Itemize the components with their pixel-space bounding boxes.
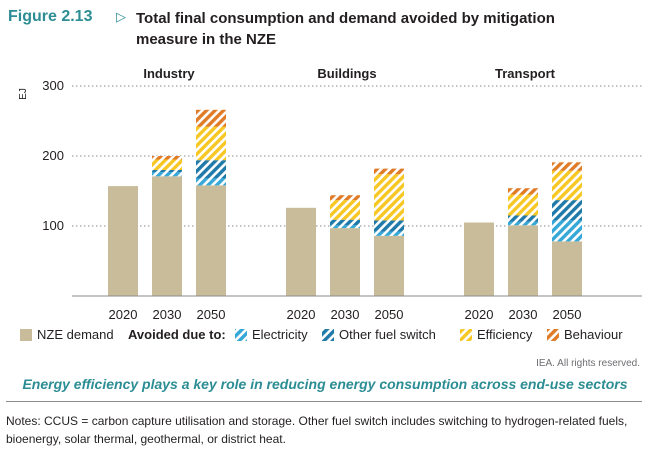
bar-transport-2050-behaviour <box>552 162 582 171</box>
x-tick-label: 2050 <box>375 307 404 322</box>
bar-industry-2050-other-fuel-switch <box>196 160 226 179</box>
x-tick-label: 2050 <box>197 307 226 322</box>
bar-buildings-2050-other-fuel-switch <box>374 220 404 232</box>
figure-header: Figure 2.13 ▷ Total final consumption an… <box>8 6 642 52</box>
bar-transport-2050-other-fuel-switch <box>552 200 582 221</box>
key-message: Energy efficiency plays a key role in re… <box>22 376 628 392</box>
bar-industry-2030-efficiency <box>152 159 182 170</box>
notes-text: Notes: CCUS = carbon capture utilisation… <box>6 401 642 448</box>
x-tick-label: 2020 <box>287 307 316 322</box>
legend-label-nze-demand: NZE demand <box>37 327 114 342</box>
legend-label-electricity: Electricity <box>252 327 308 342</box>
bar-buildings-2050-electricity <box>374 231 404 236</box>
figure-number: Figure 2.13 <box>8 8 93 25</box>
legend-label-efficiency: Efficiency <box>477 327 533 342</box>
x-tick-label: 2030 <box>509 307 538 322</box>
credit-text: IEA. All rights reserved. <box>536 358 640 369</box>
y-axis-unit-label: EJ <box>18 88 29 100</box>
panel-title-transport: Transport <box>495 66 556 81</box>
x-tick-label: 2020 <box>109 307 138 322</box>
bar-industry-2030-other-fuel-switch <box>152 170 182 173</box>
bar-transport-2050-electricity <box>552 220 582 242</box>
legend-swatch-other-fuel-switch <box>322 329 334 341</box>
bar-industry-2050-nze-demand <box>196 185 226 296</box>
y-tick-label: 100 <box>42 218 64 233</box>
bar-buildings-2020-nze-demand <box>286 207 316 296</box>
bar-buildings-2030-other-fuel-switch <box>330 219 360 226</box>
bar-buildings-2030-efficiency <box>330 200 360 220</box>
stacked-bar-chart: EJ 100 200 300 Industry 2020 2030 2050 Buildings… <box>18 66 642 342</box>
legend-label-behaviour: Behaviour <box>564 327 623 342</box>
x-tick-label: 2020 <box>465 307 494 322</box>
bar-buildings-2050-nze-demand <box>374 235 404 296</box>
bar-industry-2030-electricity <box>152 172 182 177</box>
bar-buildings-2050-efficiency <box>374 174 404 221</box>
x-tick-label: 2030 <box>331 307 360 322</box>
figure-arrow-icon: ▷ <box>116 9 126 24</box>
legend-avoided-label: Avoided due to: <box>128 327 226 342</box>
legend-swatch-nze-demand <box>20 329 32 341</box>
bar-industry-2030-behaviour <box>152 156 182 160</box>
bar-industry-2030-nze-demand <box>152 176 182 296</box>
legend-swatch-behaviour <box>547 329 559 341</box>
bar-buildings-2030-behaviour <box>330 195 360 201</box>
bar-industry-2050-behaviour <box>196 109 226 127</box>
bar-transport-2050-nze-demand <box>552 241 582 296</box>
bar-buildings-2030-electricity <box>330 225 360 229</box>
panel-title-industry: Industry <box>143 66 195 81</box>
bar-buildings-2030-nze-demand <box>330 228 360 296</box>
legend-swatch-efficiency <box>460 329 472 341</box>
bar-transport-2030-efficiency <box>508 194 538 216</box>
bar-industry-2050-electricity <box>196 178 226 186</box>
x-tick-label: 2050 <box>553 307 582 322</box>
x-tick-label: 2030 <box>153 307 182 322</box>
bar-transport-2030-electricity <box>508 221 538 226</box>
bar-industry-2020-nze-demand <box>108 186 138 296</box>
legend-swatch-electricity <box>235 329 247 341</box>
bar-transport-2030-other-fuel-switch <box>508 215 538 222</box>
bar-transport-2050-efficiency <box>552 170 582 201</box>
bar-transport-2030-behaviour <box>508 188 538 195</box>
legend-label-other-fuel-switch: Other fuel switch <box>339 327 436 342</box>
panel-title-buildings: Buildings <box>317 66 376 81</box>
bar-transport-2020-nze-demand <box>464 222 494 296</box>
bar-transport-2030-nze-demand <box>508 225 538 296</box>
bar-industry-2050-efficiency <box>196 126 226 161</box>
y-tick-label: 300 <box>42 78 64 93</box>
figure-title: Total final consumption and demand avoid… <box>136 10 555 48</box>
y-tick-label: 200 <box>42 148 64 163</box>
bar-buildings-2050-behaviour <box>374 168 404 175</box>
